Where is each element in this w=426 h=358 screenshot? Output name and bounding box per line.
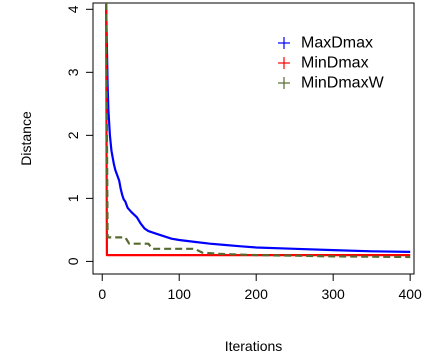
y-tick-label: 1 bbox=[65, 194, 81, 202]
series-layer bbox=[105, 3, 411, 259]
y-tick-label: 3 bbox=[65, 68, 81, 76]
x-tick-label: 300 bbox=[321, 286, 345, 302]
x-tick-label: 100 bbox=[168, 286, 192, 302]
y-tick-label: 2 bbox=[65, 131, 81, 139]
series-line-maxdmax bbox=[105, 3, 411, 253]
legend: MaxDmax MinDmax MinDmaxW bbox=[278, 35, 385, 92]
y-tick-label: 4 bbox=[65, 5, 81, 13]
y-axis-title: Distance bbox=[18, 111, 34, 166]
legend-label: MinDmaxW bbox=[301, 75, 385, 92]
x-tick-label: 200 bbox=[245, 286, 269, 302]
legend-label: MaxDmax bbox=[301, 35, 373, 52]
y-axis: 0 1 2 3 4 bbox=[65, 5, 94, 265]
y-tick-label: 0 bbox=[65, 257, 81, 265]
x-tick-label: 0 bbox=[98, 286, 106, 302]
x-axis-title: Iterations bbox=[225, 338, 283, 354]
x-tick-label: 400 bbox=[398, 286, 422, 302]
series-line-mindmaxw bbox=[105, 3, 411, 259]
x-axis: 0 100 200 300 400 bbox=[98, 273, 422, 302]
legend-label: MinDmax bbox=[301, 55, 369, 72]
